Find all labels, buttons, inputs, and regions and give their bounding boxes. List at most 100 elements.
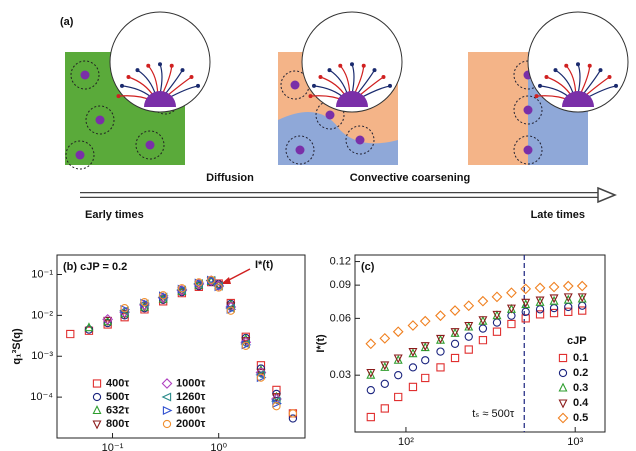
polymer-bead (598, 68, 603, 73)
legend-marker (92, 405, 102, 415)
micelle-core (523, 105, 533, 115)
data-point (492, 327, 502, 336)
legend-marker (92, 392, 102, 402)
polymer-bead (196, 83, 201, 88)
data-point (436, 363, 445, 372)
data-point (408, 382, 418, 392)
data-point (225, 303, 235, 313)
data-point (194, 278, 203, 287)
panel-label: (a) (60, 16, 74, 28)
polymer-bead (607, 75, 612, 80)
time-label: Late times (531, 209, 585, 221)
polymer-bead (311, 83, 316, 88)
polymer-bead (564, 63, 569, 68)
janus-particle (336, 91, 368, 107)
y-tick-label: 0.03 (330, 369, 351, 381)
micelle-core (75, 150, 85, 160)
polymer-bead (576, 62, 580, 67)
data-point (492, 318, 502, 327)
data-point (119, 306, 129, 316)
y-tick-label: 10⁻³ (31, 350, 53, 362)
micelle-corona (513, 135, 543, 165)
data-point (463, 300, 475, 312)
legend-label: 1260τ (176, 391, 205, 403)
x-tick-label: 10² (398, 436, 414, 448)
data-point (288, 414, 298, 423)
data-point (578, 306, 587, 315)
data-point (241, 341, 250, 350)
legend-label: 0.5 (573, 412, 588, 424)
polymer-bead (146, 63, 151, 68)
data-point (103, 318, 112, 328)
legend-marker (162, 419, 172, 429)
legend-label: 0.2 (573, 367, 588, 379)
y-tick-label: 10⁻² (31, 309, 53, 321)
time-arrow-head (597, 186, 617, 204)
polymer-bead (361, 63, 366, 68)
data-point (256, 373, 266, 382)
janus-particle (144, 91, 176, 107)
polymer-bead (534, 94, 539, 99)
data-point (366, 368, 376, 378)
polymer-bead (372, 68, 377, 73)
data-point (214, 283, 223, 292)
schematic: (a) Diffusion Convective coarsening Earl… (60, 11, 629, 221)
polymer-bead (318, 75, 323, 80)
data-point (436, 347, 445, 356)
plot-frame (56, 254, 306, 439)
data-point (564, 307, 573, 316)
data-point (506, 287, 517, 299)
data-point (102, 313, 114, 325)
data-point (380, 361, 390, 371)
polymer-bead (553, 68, 558, 73)
data-point (578, 301, 587, 310)
data-point (449, 305, 461, 316)
legend-marker (557, 412, 569, 424)
data-point (450, 339, 460, 348)
x-tick-label: 10⁻¹ (102, 442, 124, 451)
time-label: Early times (85, 209, 144, 221)
micelle-core (145, 140, 155, 150)
data-point (365, 338, 377, 350)
polymer-bead (169, 63, 174, 68)
data-point (450, 328, 460, 338)
legend-label: 2000τ (176, 418, 205, 430)
legend-marker (161, 392, 172, 402)
data-point (84, 326, 94, 335)
micelle-core (355, 135, 365, 145)
polymer-bead (308, 94, 313, 99)
data-point (436, 334, 445, 344)
polymer-bead (381, 75, 386, 80)
data-point (421, 373, 430, 383)
data-point (84, 322, 94, 332)
data-point (435, 310, 446, 322)
polymer-bead (189, 75, 194, 80)
data-point (549, 295, 559, 305)
micelle-core (95, 115, 105, 125)
polymer-bead (537, 83, 542, 88)
legend-title: cJP (567, 335, 587, 347)
data-point (394, 392, 403, 402)
data-point (177, 284, 187, 293)
polymer-bead (327, 68, 332, 73)
data-point (379, 333, 391, 344)
legend-marker (558, 382, 568, 392)
data-point (478, 324, 488, 333)
y-tick-label: 0.06 (330, 312, 351, 324)
data-point (549, 303, 559, 313)
legend-label: 0.3 (573, 382, 588, 394)
data-point (272, 402, 281, 411)
data-point (576, 280, 588, 292)
y-axis-label: I*(t) (315, 334, 327, 353)
micelle-corona (285, 135, 315, 165)
data-point (366, 369, 376, 379)
legend-label: 1600τ (176, 404, 205, 416)
legend-label: 800τ (106, 418, 129, 430)
legend-marker (558, 353, 568, 363)
x-tick-label: 10⁰ (210, 442, 227, 451)
janus-particle (562, 91, 594, 107)
data-point (366, 412, 375, 422)
data-point (464, 345, 473, 354)
legend-label: 0.4 (573, 397, 589, 409)
